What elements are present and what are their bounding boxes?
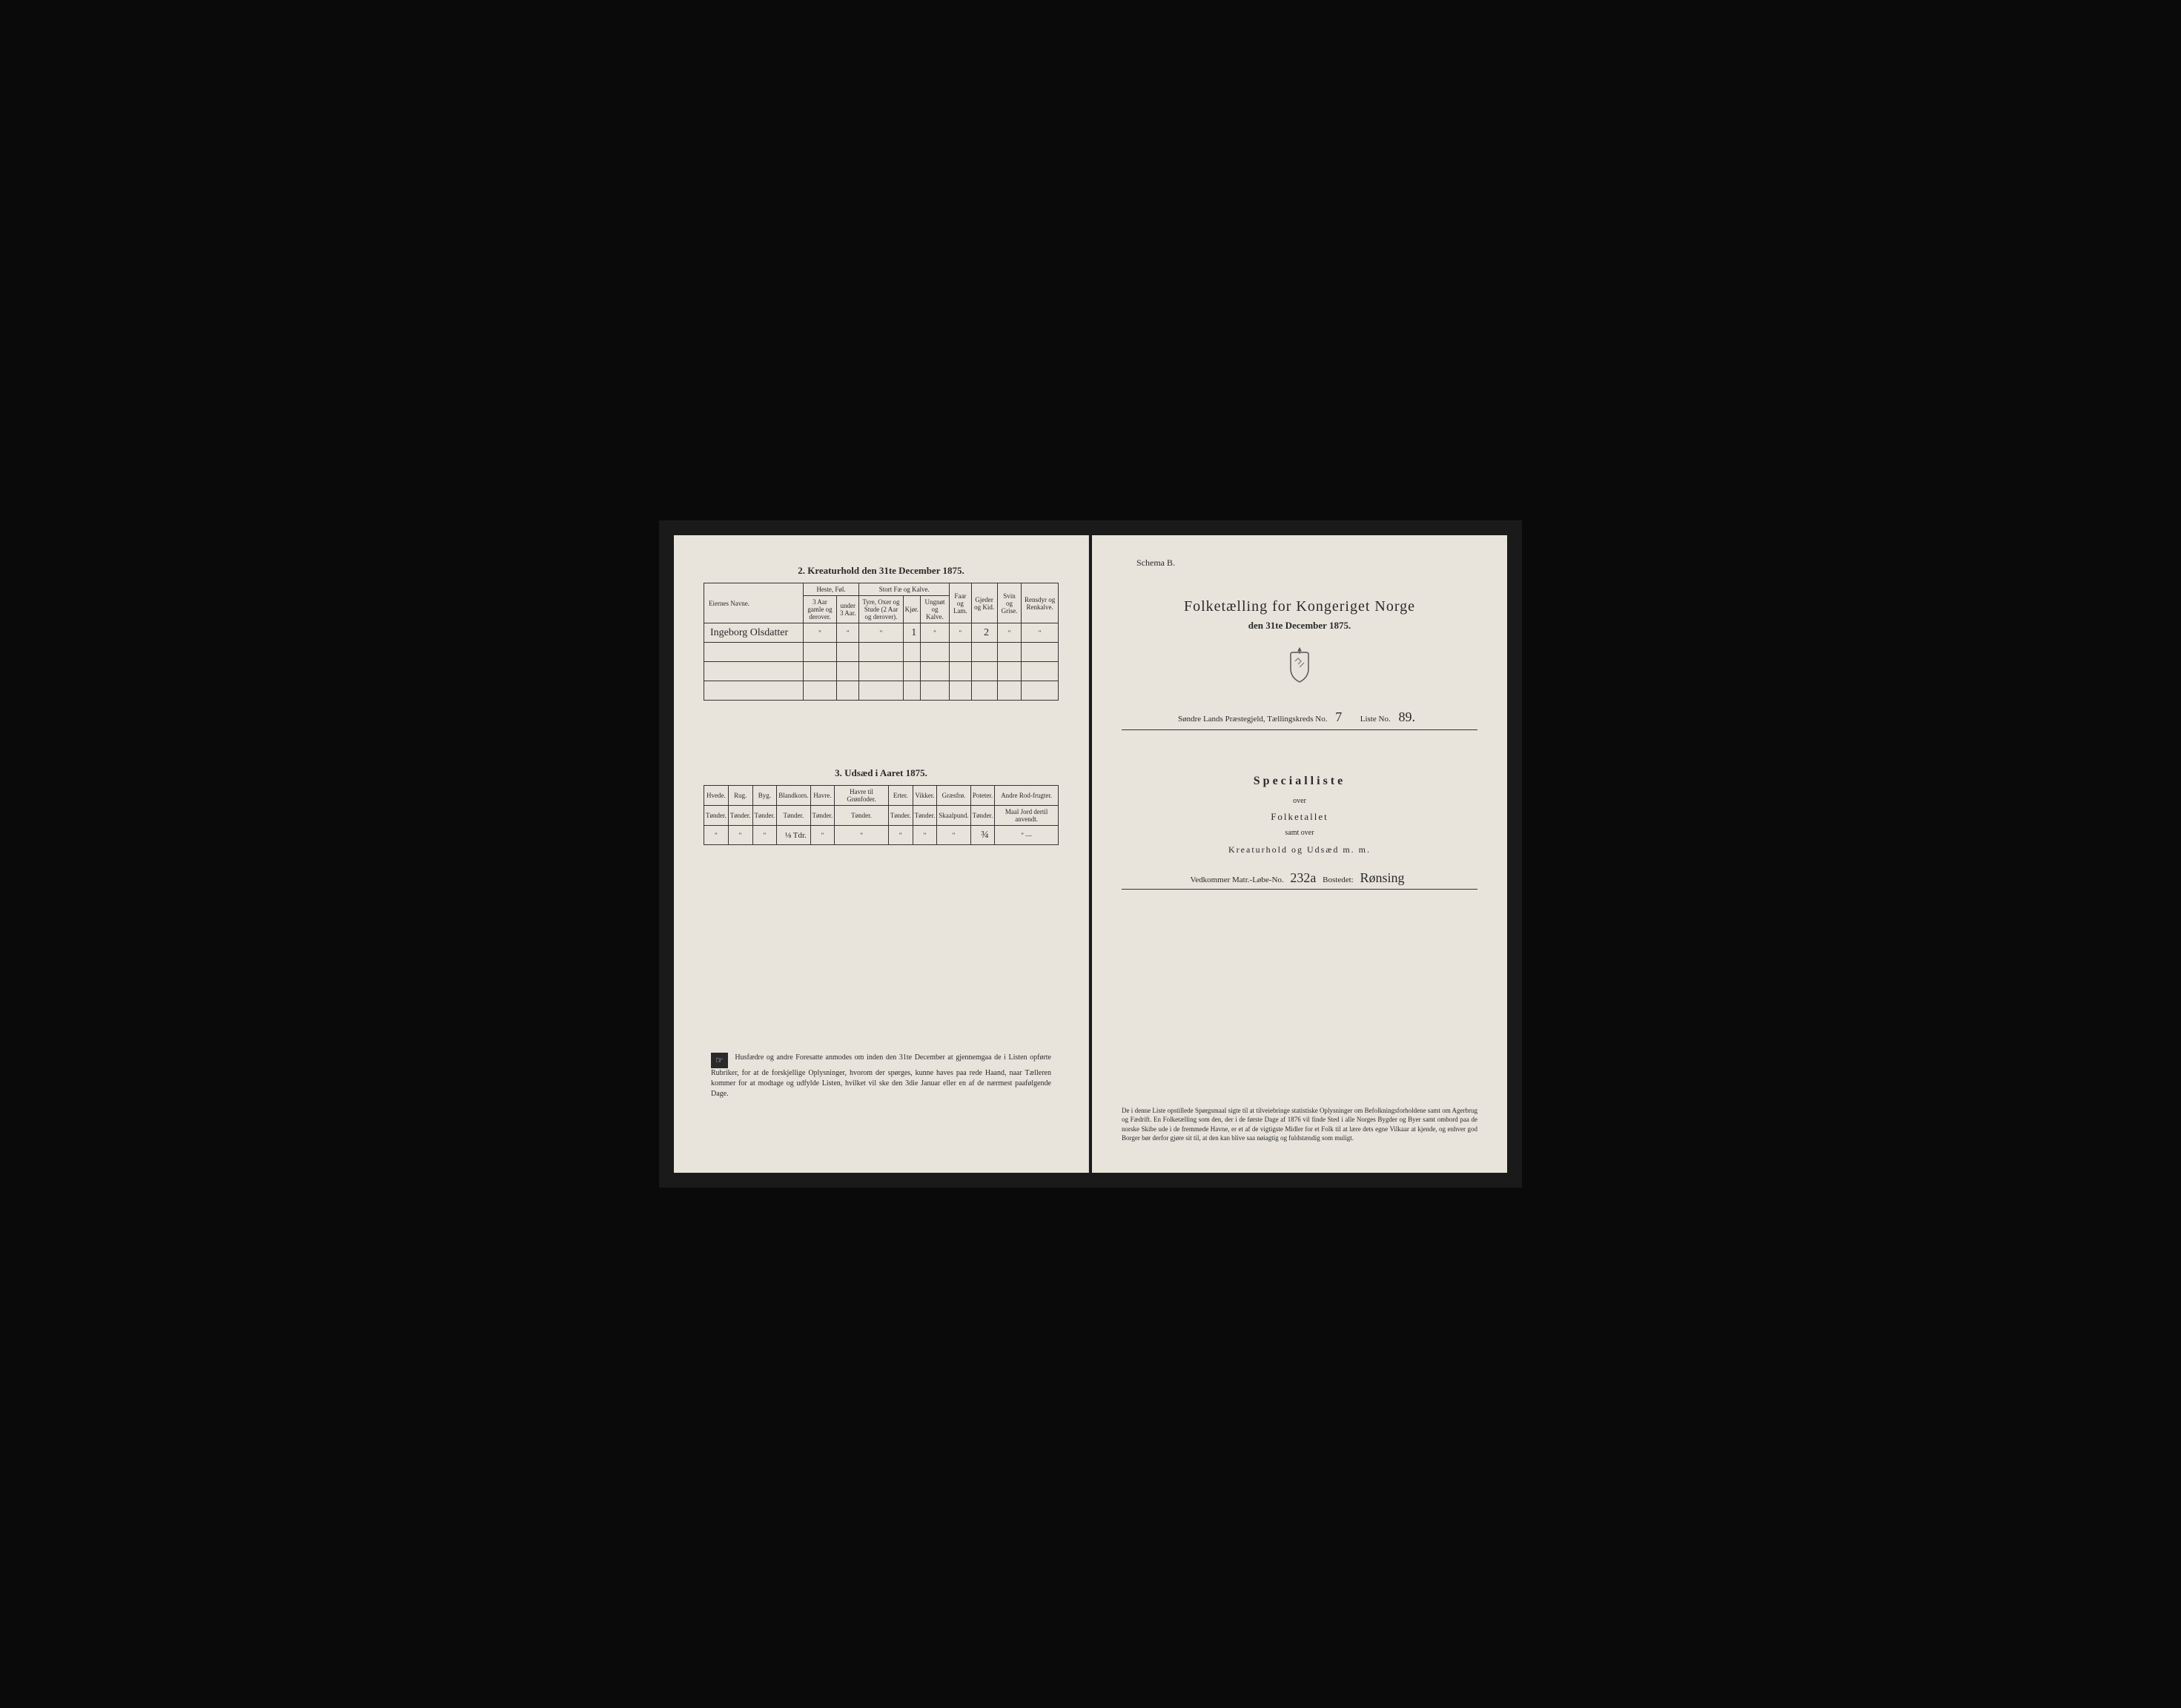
col-byg: Byg.	[752, 786, 777, 806]
main-title: Folketælling for Kongeriget Norge	[1122, 598, 1477, 615]
col-erter: Erter.	[888, 786, 913, 806]
cell: "	[937, 826, 970, 845]
bostedet-name: Rønsing	[1355, 870, 1409, 885]
sub: Tønder.	[728, 806, 752, 826]
cell: ¾	[970, 826, 995, 845]
col-name: Eiernes Navne.	[704, 583, 804, 623]
sub: Tønder.	[777, 806, 810, 826]
col-havre: Havre.	[810, 786, 835, 806]
col-hvede: Hvede.	[704, 786, 729, 806]
cell: "	[752, 826, 777, 845]
cell: "	[950, 623, 971, 643]
cell: "	[888, 826, 913, 845]
col-heste-a: 3 Aar gamle og derover.	[803, 596, 836, 623]
cell: " —	[995, 826, 1059, 845]
col-faar: Faar og Lam.	[950, 583, 971, 623]
schema-label: Schema B.	[1136, 557, 1477, 569]
specialliste-title: Specialliste	[1122, 775, 1477, 788]
col-rug: Rug.	[728, 786, 752, 806]
col-vikker: Vikker.	[913, 786, 937, 806]
kreatur-label: Kreaturhold og Udsæd m. m.	[1122, 844, 1477, 855]
col-blandkorn: Blandkorn.	[777, 786, 810, 806]
col-stort-c: Ungnøt og Kalve.	[920, 596, 949, 623]
liste-label: Liste No.	[1360, 715, 1391, 724]
col-stort-group: Stort Fæ og Kalve.	[859, 583, 950, 596]
cell: "	[810, 826, 835, 845]
sub: Tønder.	[810, 806, 835, 826]
samt-over-label: samt over	[1122, 829, 1477, 837]
coat-of-arms-icon	[1122, 646, 1477, 687]
district-line: Søndre Lands Præstegjeld, Tællingskreds …	[1122, 709, 1477, 730]
cell: "	[913, 826, 937, 845]
left-footer-note: ☞ Husfædre og andre Foresatte anmodes om…	[704, 1053, 1059, 1099]
col-andre: Andre Rod-frugter.	[995, 786, 1059, 806]
sub: Tønder.	[835, 806, 889, 826]
document-spread: 2. Kreaturhold den 31te December 1875. E…	[659, 520, 1522, 1188]
cell: 2	[971, 623, 997, 643]
sub: Tønder.	[704, 806, 729, 826]
cell: 1	[903, 623, 920, 643]
col-poteter: Poteter.	[970, 786, 995, 806]
sub: Skaalpund.	[937, 806, 970, 826]
left-page: 2. Kreaturhold den 31te December 1875. E…	[674, 535, 1089, 1173]
table-row	[704, 681, 1059, 701]
table-row	[704, 662, 1059, 681]
table-row: " " " ⅛ Tdr. " " " " " ¾ " —	[704, 826, 1059, 845]
section-2-title: 2. Kreaturhold den 31te December 1875.	[704, 565, 1059, 577]
cell: "	[803, 623, 836, 643]
cell: "	[1022, 623, 1059, 643]
livestock-table: Eiernes Navne. Heste, Føl. Stort Fæ og K…	[704, 583, 1059, 701]
vedkommer-label: Vedkommer Matr.-Løbe-No.	[1191, 875, 1284, 884]
table-row: Ingeborg Olsdatter " " " 1 " " 2 " "	[704, 623, 1059, 643]
sub: Maal Jord dertil anvendt.	[995, 806, 1059, 826]
footer-text: Husfædre og andre Foresatte anmodes om i…	[711, 1053, 1051, 1098]
col-stort-a: Tyre, Oxer og Stude (2 Aar og derover).	[859, 596, 903, 623]
cell: "	[728, 826, 752, 845]
col-havre-gron: Havre til Grønfoder.	[835, 786, 889, 806]
cell: "	[704, 826, 729, 845]
pointing-hand-icon: ☞	[711, 1053, 728, 1068]
col-stort-b: Kjør.	[903, 596, 920, 623]
cell: "	[997, 623, 1022, 643]
right-page: Schema B. Folketælling for Kongeriget No…	[1092, 535, 1507, 1173]
sub: Tønder.	[913, 806, 937, 826]
folketallet-label: Folketallet	[1122, 811, 1477, 823]
sub: Tønder.	[970, 806, 995, 826]
over-label: over	[1122, 797, 1477, 805]
cell: "	[835, 826, 889, 845]
cell: "	[920, 623, 949, 643]
right-footer-note: De i denne Liste opstillede Spørgsmaal s…	[1122, 1106, 1477, 1143]
col-gjeder: Gjeder og Kid.	[971, 583, 997, 623]
col-rensdyr: Rensdyr og Renkalve.	[1022, 583, 1059, 623]
col-heste-b: under 3 Aar.	[837, 596, 859, 623]
col-svin: Svin og Grise.	[997, 583, 1022, 623]
col-heste-group: Heste, Føl.	[803, 583, 858, 596]
owner-name: Ingeborg Olsdatter	[704, 623, 804, 643]
sub: Tønder.	[888, 806, 913, 826]
table-row	[704, 643, 1059, 662]
bosted-line: Vedkommer Matr.-Løbe-No. 232a Bostedet: …	[1122, 870, 1477, 890]
liste-number: 89.	[1392, 709, 1421, 724]
main-subtitle: den 31te December 1875.	[1122, 620, 1477, 632]
matr-number: 232a	[1285, 870, 1320, 885]
col-graesfro: Græsfrø.	[937, 786, 970, 806]
bostedet-label: Bostedet:	[1323, 875, 1354, 884]
cell: "	[859, 623, 903, 643]
district-number: 7	[1329, 709, 1348, 724]
seed-table: Hvede. Rug. Byg. Blandkorn. Havre. Havre…	[704, 785, 1059, 845]
section-3-title: 3. Udsæd i Aaret 1875.	[704, 767, 1059, 779]
sub: Tønder.	[752, 806, 777, 826]
cell: ⅛ Tdr.	[777, 826, 810, 845]
district-prefix: Søndre Lands Præstegjeld, Tællingskreds …	[1178, 715, 1327, 724]
cell: "	[837, 623, 859, 643]
